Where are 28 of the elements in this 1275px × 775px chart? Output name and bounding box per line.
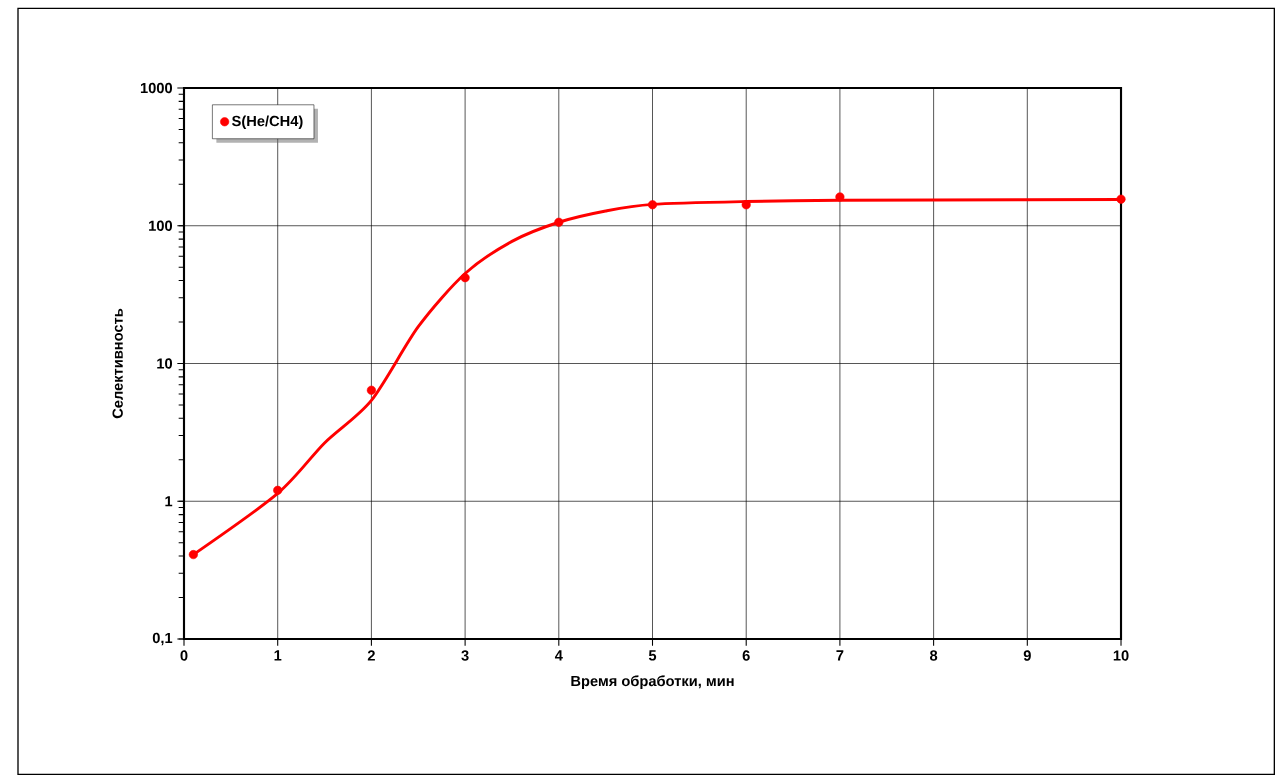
legend-label: S(He/CH4)	[232, 115, 303, 130]
point	[273, 485, 283, 495]
point	[188, 550, 198, 560]
x-tick-label: 8	[929, 650, 938, 661]
point	[460, 273, 470, 283]
x-tick-label: 9	[1023, 650, 1031, 661]
y-tick-label: 10	[157, 358, 173, 369]
point	[554, 217, 564, 227]
y-axis-title: Селективность	[112, 308, 123, 419]
x-tick-label: 1	[274, 650, 282, 661]
x-tick-label: 2	[367, 650, 375, 661]
x-axis-title: Время обработки, мин	[571, 675, 734, 690]
x-tick-label: 7	[836, 650, 844, 661]
point	[366, 385, 376, 395]
point	[1116, 194, 1126, 204]
x-tick-label: 5	[648, 650, 657, 661]
x-tick-label: 6	[742, 650, 750, 661]
x-tick-label: 4	[554, 650, 563, 661]
x-tick-label: 0	[180, 650, 188, 661]
y-tick-label: 1000	[140, 82, 173, 94]
x-tick-label: 10	[1113, 650, 1129, 661]
point	[741, 200, 751, 210]
x-tick-label: 3	[461, 650, 469, 661]
point	[835, 192, 845, 202]
y-tick-label: 1	[165, 496, 173, 507]
y-tick-label: 0,1	[152, 632, 173, 646]
y-tick-label: 100	[149, 220, 173, 231]
point	[647, 200, 658, 210]
